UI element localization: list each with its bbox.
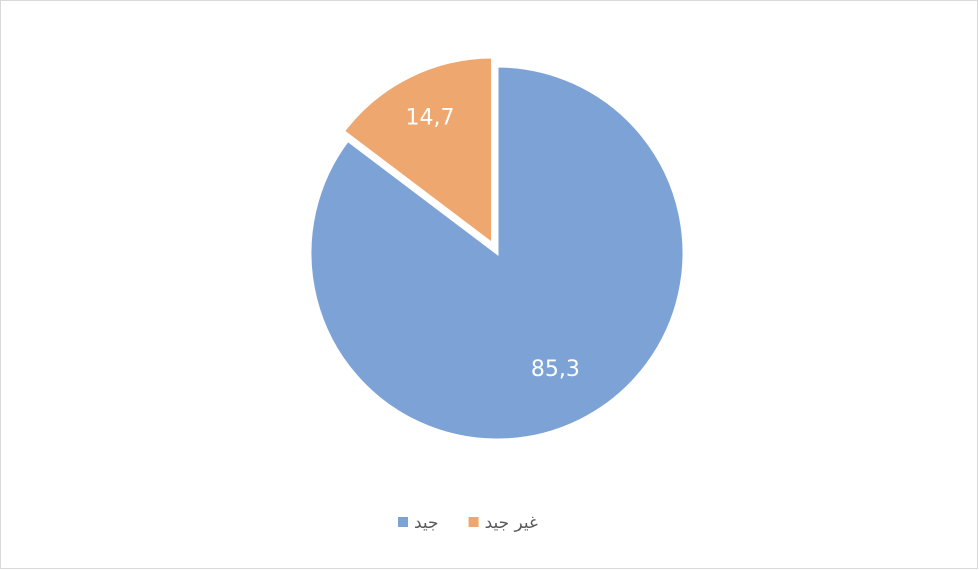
pie-slice [308,64,686,442]
legend-label: جيد [414,513,439,533]
data-label: 85,3 [531,357,580,382]
legend-label: غير جيد [485,513,538,533]
legend-swatch [398,517,408,527]
legend-swatch [468,517,479,527]
pie-slice [341,55,495,248]
data-label: 14,7 [406,105,455,130]
